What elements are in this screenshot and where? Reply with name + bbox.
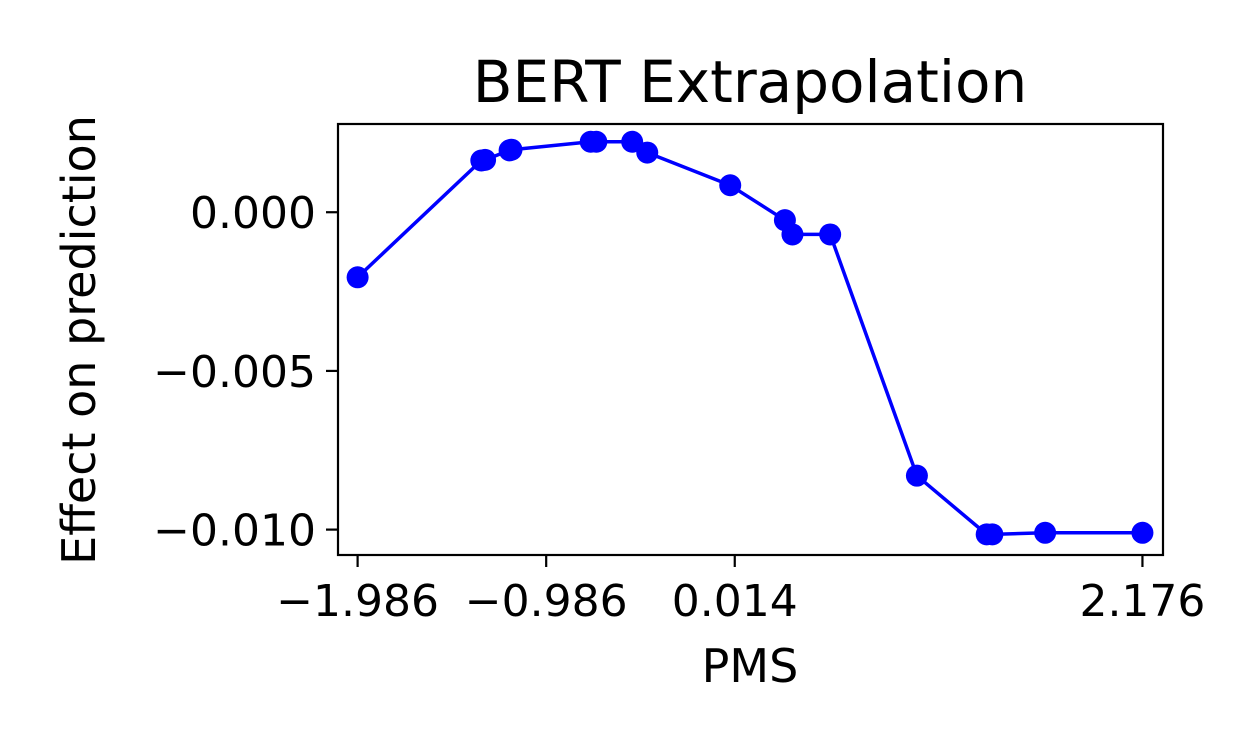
y-axis-label: Effect on prediction [52,115,106,565]
plot-area [346,130,1154,546]
data-point [346,266,369,289]
data-point [905,464,928,487]
series-line [356,140,1143,537]
y-tick-label: −0.005 [153,347,316,398]
x-tick-label: 2.176 [1079,576,1205,627]
data-point [719,174,742,197]
data-point [1034,521,1057,544]
data-point [781,223,804,246]
x-tick-label: −0.986 [465,576,628,627]
axis-ticks: −1.986 −0.986 0.014 2.176 0.000 −0.005 −0.010 [153,188,1205,627]
y-tick-label: 0.000 [190,188,316,239]
data-point [1131,521,1154,544]
x-axis-label: PMS [702,639,799,693]
data-point [474,148,497,171]
data-point [585,130,608,153]
x-tick-label: 0.014 [672,576,798,627]
data-point [981,523,1004,546]
plot-frame [336,122,1165,557]
data-point [819,223,842,246]
y-tick-label: −0.010 [153,506,316,557]
data-point [636,141,659,164]
chart-title: BERT Extrapolation [473,48,1028,116]
x-tick-label: −1.986 [276,576,439,627]
data-point [500,138,523,161]
